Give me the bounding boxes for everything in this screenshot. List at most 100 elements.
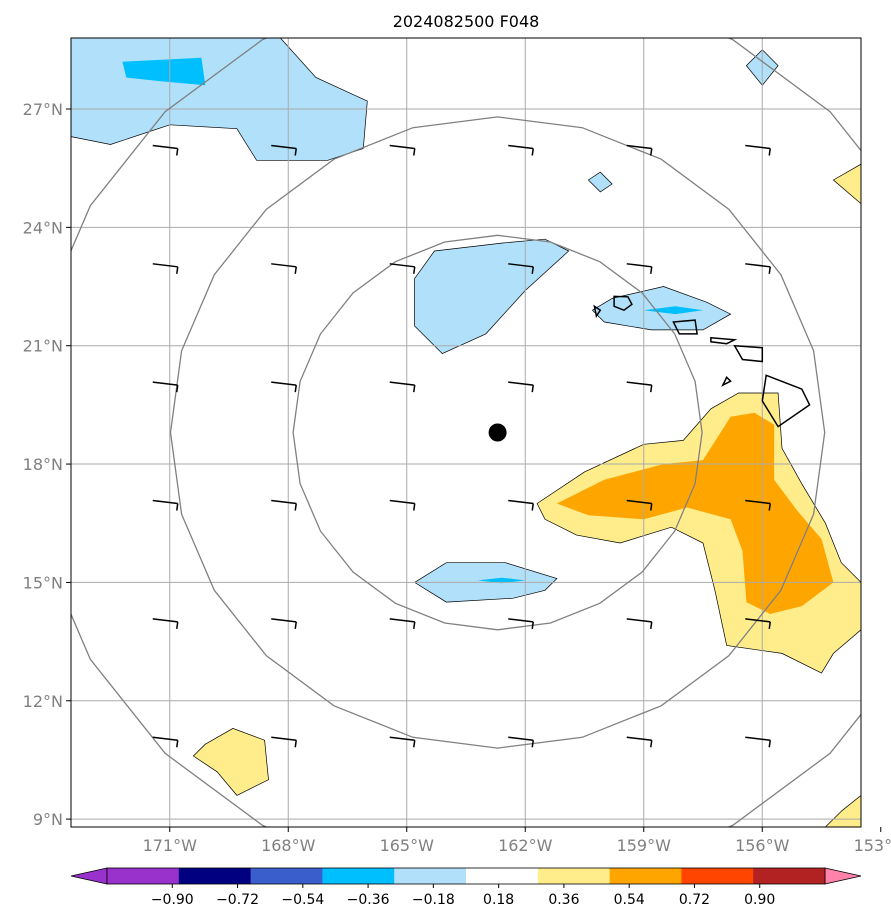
colorbar-tick-label: 0.36 [548,892,579,908]
wind-barb [152,618,179,629]
contour-line-2 [414,238,570,355]
barb-shaft [271,263,297,268]
colorbar: −0.90 −0.72 −0.54 −0.36 −0.18 0.18 0.36 0.54 0.7… [70,867,862,908]
barb-shaft [389,263,415,268]
island-6 [721,376,732,387]
chart-title: 2024082500 F048 [393,12,540,31]
colorbar-swatch [753,868,826,884]
wind-barb [389,736,416,748]
barb-flag [294,385,297,393]
barb-shaft [626,618,652,623]
barb-flag [531,385,534,393]
barb-flag [650,621,653,629]
island-4 [761,374,811,428]
colorbar-swatch [466,868,539,884]
wind-barb [271,736,297,748]
barb-shaft [626,263,652,268]
barb-flag [294,740,297,748]
barb-shaft [152,144,178,150]
island-0 [613,295,633,312]
barb-shaft [389,736,415,741]
wind-barb [271,618,297,629]
barb-shaft [508,263,534,268]
wind-barb [745,144,771,156]
barb-flag [413,621,416,629]
colorbar-swatch [681,868,754,884]
barb-flag [294,621,297,629]
barb-flag [413,266,416,274]
barb-flag [650,503,653,511]
colorbar-tick-label: −0.90 [151,892,194,908]
colorbar-extend-low [70,867,108,885]
colorbar-extend-high [824,867,862,885]
wind-barb [508,144,534,156]
barb-flag [531,148,534,156]
barb-shaft [389,381,415,386]
wind-barb [389,499,416,511]
barb-flag [768,148,771,156]
colorbar-tick-label: −0.72 [216,892,259,908]
wind-barb [271,263,297,274]
contour-fill-10 [556,412,834,614]
contour-fill-11 [193,728,269,796]
colorbar-tick-label: 0.54 [614,892,645,908]
colorbar-frame [106,867,826,885]
contour-line-5 [587,171,613,193]
range-rings [71,38,861,827]
barb-flag [294,503,297,511]
colorbar-swatch [609,868,682,884]
island-2 [710,336,738,345]
wind-barb [508,263,534,274]
barb-shaft [864,501,889,504]
wind-barb [745,499,771,511]
barb-flag [176,385,179,393]
wind-barb [864,264,889,274]
wind-barb [271,381,297,393]
island-3 [733,344,764,363]
barb-flag [531,621,534,629]
contour-line-0 [71,38,368,161]
wind-barb [152,736,179,748]
wind-barb [864,501,889,511]
colorbar-swatch [178,868,252,884]
barb-flag [531,503,534,511]
barb-flag [176,740,179,748]
barb-shaft [508,144,534,150]
plot-frame [70,37,862,828]
wind-barb [508,618,534,629]
barb-flag [888,504,889,511]
colorbar-tick-label: 0.18 [483,892,514,908]
barb-shaft [271,736,297,741]
barb-flag [650,266,653,274]
wind-barb [626,736,653,748]
barb-shaft [152,736,178,741]
barb-flag [768,503,771,511]
barb-shaft [864,145,889,148]
barb-flag [294,148,297,156]
contour-fill-2 [414,239,569,354]
contour-fill-4 [643,306,703,315]
contour-fill-1 [122,57,206,86]
wind-barb [745,263,771,274]
barb-shaft [152,499,178,505]
filled-contours [71,38,861,827]
barb-shaft [508,499,534,505]
barb-flag [768,621,771,629]
barb-shaft [864,619,889,622]
barb-shaft [626,499,652,505]
barb-flag [888,740,889,747]
barb-flag [176,621,179,629]
barb-shaft [389,144,415,150]
barb-shaft [864,382,889,385]
wind-barb [389,263,416,274]
wind-barb [508,736,534,748]
contour-line-12 [824,794,861,827]
barb-shaft [389,499,415,505]
wind-barb [626,618,653,629]
range-ring-2 [71,38,861,827]
colorbar-swatch [394,868,467,884]
barb-flag [413,740,416,748]
colorbar-tick-label: −0.54 [281,892,324,908]
barb-shaft [152,618,178,623]
